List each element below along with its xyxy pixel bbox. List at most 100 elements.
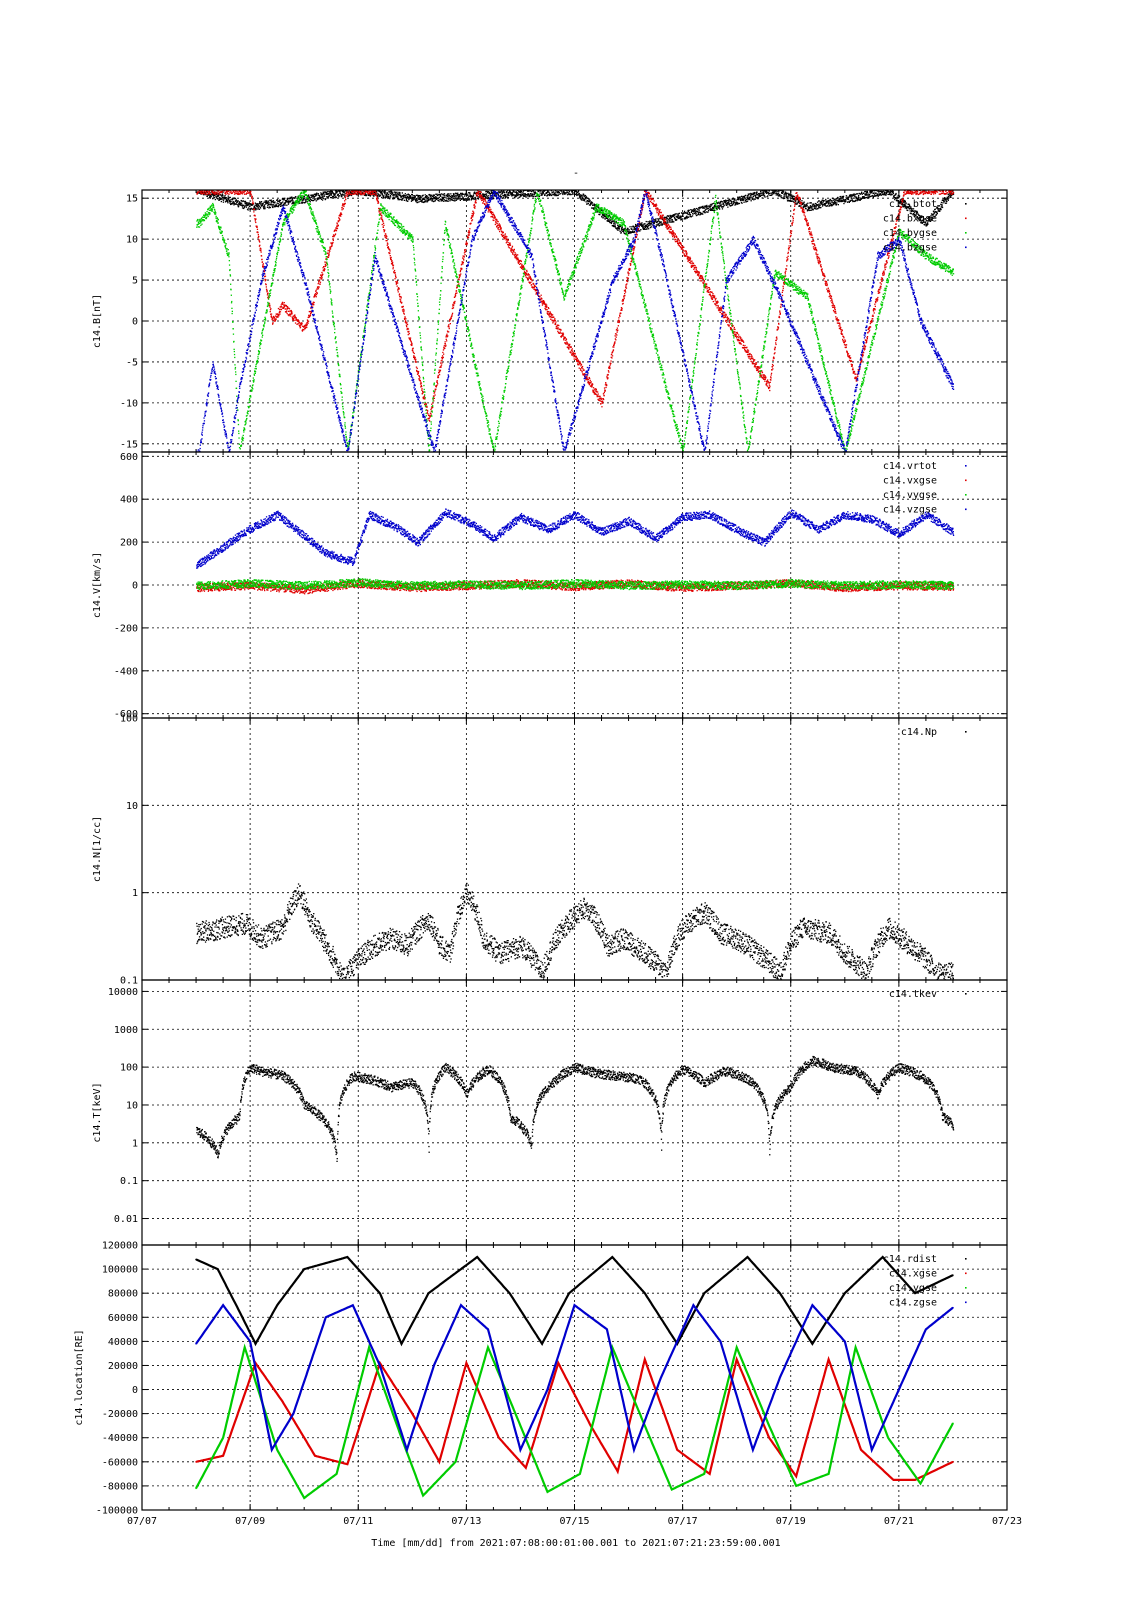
data-point: [855, 193, 857, 195]
y-tick-label: -10: [120, 398, 138, 409]
data-point: [405, 321, 407, 323]
data-point: [473, 204, 475, 206]
data-point: [688, 212, 691, 214]
data-point: [866, 193, 868, 195]
data-point: [418, 375, 420, 377]
data-point: [484, 199, 486, 201]
data-point: [623, 232, 625, 234]
data-point: [908, 208, 910, 210]
data-point: [474, 205, 476, 207]
data-point: [336, 191, 338, 193]
data-point: [459, 269, 462, 272]
data-point: [250, 190, 252, 193]
data-point: [245, 206, 248, 208]
data-point: [559, 193, 562, 195]
data-point: [795, 202, 797, 204]
data-point: [432, 195, 434, 197]
data-point: [554, 193, 556, 196]
data-point: [208, 190, 211, 193]
data-point: [237, 187, 238, 188]
data-point: [879, 193, 881, 195]
data-point: [320, 277, 322, 279]
y-tick-label: 15: [126, 194, 138, 205]
data-point: [728, 204, 730, 206]
data-point: [439, 193, 441, 196]
data-point: [327, 256, 330, 258]
data-point: [466, 193, 468, 195]
data-point: [238, 202, 240, 205]
data-point: [384, 192, 386, 194]
data-point: [941, 204, 943, 206]
data-point: [429, 416, 431, 418]
data-point: [762, 190, 764, 192]
data-point: [859, 199, 861, 201]
data-point: [648, 228, 650, 230]
data-point: [709, 209, 712, 211]
data-point: [264, 207, 266, 209]
data-point: [509, 190, 511, 192]
data-point: [499, 195, 501, 197]
data-point: [658, 220, 660, 223]
data-point: [245, 193, 247, 195]
data-point: [919, 215, 921, 217]
data-point: [275, 204, 278, 206]
data-point: [754, 195, 757, 197]
data-point: [374, 190, 376, 192]
data-point: [947, 198, 949, 200]
data-point: [349, 187, 350, 188]
data-point: [220, 197, 222, 199]
data-point: [730, 205, 732, 207]
data-point: [337, 190, 340, 192]
data-point: [332, 241, 334, 244]
data-point: [668, 220, 671, 222]
data-point: [312, 303, 314, 305]
data-point: [559, 188, 560, 189]
data-point: [413, 355, 415, 357]
data-point: [282, 198, 284, 200]
data-point: [485, 197, 487, 199]
data-point: [314, 294, 316, 297]
data-point: [220, 198, 223, 200]
data-point: [930, 213, 933, 215]
data-point: [368, 191, 370, 193]
data-point: [273, 206, 275, 208]
data-point: [388, 248, 390, 250]
data-point: [333, 230, 335, 232]
data-point: [387, 195, 389, 198]
data-point: [518, 193, 520, 196]
data-point: [465, 197, 467, 200]
data-point: [452, 199, 454, 201]
data-point: [868, 196, 870, 199]
data-point: [588, 199, 590, 201]
data-point: [717, 202, 719, 205]
data-point: [650, 226, 652, 228]
data-point: [931, 218, 933, 220]
data-point: [224, 190, 226, 192]
data-point: [315, 194, 317, 196]
data-point: [525, 194, 528, 196]
data-point: [329, 248, 332, 250]
data-point: [746, 196, 748, 198]
data-point: [554, 188, 555, 189]
data-point: [949, 193, 951, 195]
data-point: [389, 195, 392, 197]
data-point: [752, 193, 754, 195]
data-point: [856, 193, 858, 195]
data-point: [719, 202, 721, 204]
data-point: [354, 192, 356, 194]
data-point: [271, 201, 273, 203]
data-point: [674, 218, 676, 220]
data-point: [385, 196, 387, 199]
data-point: [448, 197, 450, 199]
data-point: [435, 386, 437, 388]
data-point: [219, 188, 220, 189]
data-point: [250, 193, 252, 195]
data-point: [323, 192, 325, 195]
data-point: [381, 193, 384, 196]
data-point: [510, 193, 512, 195]
data-point: [790, 200, 792, 202]
data-point: [951, 188, 952, 189]
data-point: [927, 220, 929, 222]
data-point: [475, 199, 477, 202]
data-point: [423, 197, 425, 199]
